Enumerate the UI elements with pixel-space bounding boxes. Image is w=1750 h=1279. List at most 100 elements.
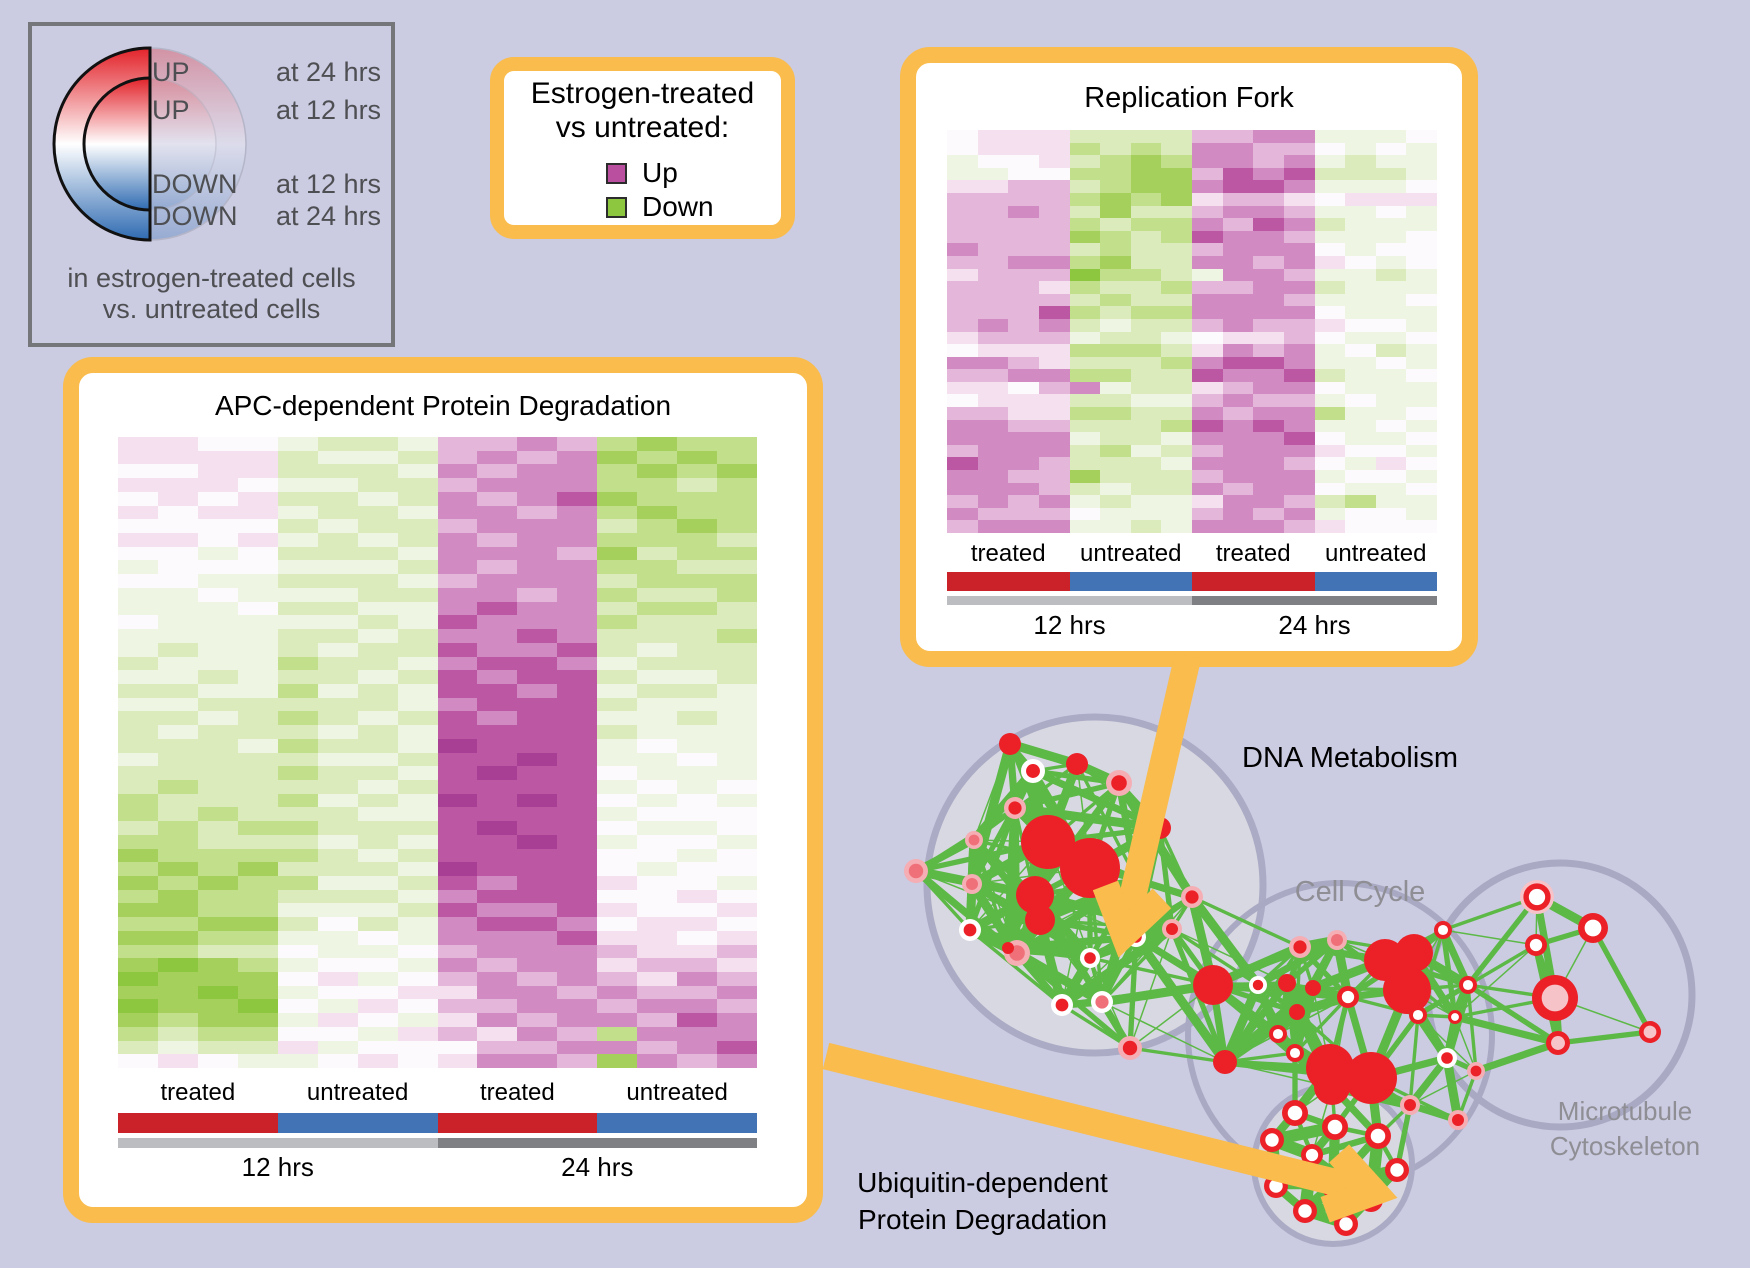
network-edge	[1331, 996, 1349, 1088]
heatmap-cell	[1130, 457, 1162, 471]
heatmap-cell	[437, 862, 478, 876]
heatmap-cell	[1130, 192, 1162, 206]
gene-set-node	[1321, 1174, 1345, 1198]
heatmap-row	[947, 155, 1437, 168]
heatmap-cell	[357, 930, 398, 945]
heatmap-cell	[677, 642, 718, 657]
gene-set-node	[1060, 838, 1120, 898]
heatmap-cell	[437, 1013, 478, 1027]
network-edge	[1294, 1086, 1333, 1114]
heatmap-cell	[1008, 444, 1039, 458]
network-edge	[1211, 942, 1302, 990]
heatmap-cell	[477, 862, 518, 876]
gene-set-node	[904, 859, 928, 883]
heatmap-row	[118, 574, 757, 588]
apc-heatmap-panel: APC-dependent Protein Degradation treate…	[63, 357, 823, 1223]
network-edge	[1454, 1013, 1559, 1047]
heatmap-cell	[977, 432, 1009, 445]
heatmap-cell	[437, 834, 478, 849]
gene-set-node	[1339, 1217, 1353, 1231]
heatmap-cell	[437, 1040, 478, 1055]
network-edge	[1590, 926, 1653, 1034]
network-edge	[1009, 742, 1120, 785]
heatmap-cell	[1406, 293, 1437, 307]
estrogen-legend-title-line2: vs untreated:	[555, 111, 730, 144]
heatmap-cell	[637, 1040, 678, 1055]
gene-set-node	[1055, 998, 1069, 1012]
heatmap-cell	[637, 656, 678, 671]
apc-condition-bars	[118, 1113, 757, 1133]
heatmap-row	[118, 491, 757, 506]
heatmap-cell	[1253, 255, 1284, 269]
heatmap-cell	[1222, 230, 1254, 244]
heatmap-cell	[197, 519, 238, 534]
heatmap-cell	[717, 574, 757, 588]
estrogen-legend-box: Estrogen-treated vs untreated: Up Down	[490, 57, 795, 239]
heatmap-cell	[1253, 381, 1284, 395]
heatmap-cell	[397, 491, 438, 506]
heatmap-cell	[477, 1054, 518, 1069]
network-edge	[970, 881, 1042, 923]
heatmap-cell	[597, 738, 638, 753]
heatmap-cell	[477, 821, 518, 835]
heatmap-cell	[947, 167, 978, 181]
network-edge	[1346, 950, 1416, 1000]
heatmap-cell	[947, 205, 978, 219]
heatmap-cell	[977, 520, 1009, 533]
network-edge	[969, 806, 1018, 886]
heatmap-cell	[1375, 318, 1407, 332]
heatmap-cell	[1345, 230, 1376, 244]
heatmap-cell	[397, 972, 438, 986]
heatmap-cell	[397, 560, 438, 575]
heatmap-cell	[1192, 205, 1223, 219]
heatmap-row	[118, 821, 757, 835]
heatmap-cell	[1100, 306, 1131, 319]
heatmap-cell	[277, 779, 318, 794]
heatmap-row	[118, 848, 757, 863]
heatmap-cell	[437, 1026, 478, 1041]
network-edge	[1532, 944, 1562, 1044]
legend-caption-line1: in estrogen-treated cells	[67, 263, 356, 293]
heatmap-cell	[517, 450, 558, 465]
heatmap-cell	[397, 711, 438, 726]
heatmap-cell	[118, 944, 158, 959]
heatmap-cell	[1283, 470, 1315, 483]
heatmap-cell	[517, 560, 558, 575]
heatmap-cell	[977, 407, 1009, 420]
network-edge	[1329, 1133, 1382, 1189]
network-edge	[1293, 1109, 1337, 1131]
heatmap-cell	[197, 793, 238, 808]
heatmap-cell	[277, 533, 318, 547]
heatmap-cell	[637, 779, 678, 794]
heatmap-cell	[717, 1026, 757, 1041]
heatmap-cell	[1038, 482, 1070, 496]
heatmap-cell	[397, 1013, 438, 1027]
heatmap-cell	[397, 793, 438, 808]
heatmap-cell	[597, 683, 638, 698]
heatmap-cell	[157, 697, 198, 712]
heatmap-cell	[637, 793, 678, 808]
network-edge	[1381, 958, 1422, 1017]
heatmap-cell	[157, 505, 198, 520]
heatmap-cell	[517, 725, 558, 739]
heatmap-cell	[1161, 230, 1192, 244]
network-edge	[1035, 918, 1067, 1007]
network-edge	[1384, 928, 1444, 962]
heatmap-cell	[637, 752, 678, 767]
network-edge	[1170, 896, 1194, 930]
heatmap-cell	[717, 642, 757, 657]
heatmap-cell	[1283, 306, 1315, 319]
heatmap-cell	[1345, 180, 1376, 193]
heatmap-cell	[357, 642, 398, 657]
gene-set-node	[1272, 1028, 1284, 1040]
heatmap-cell	[637, 889, 678, 904]
heatmap-cell	[437, 697, 478, 712]
heatmap-cell	[118, 876, 158, 890]
network-edge	[1014, 807, 1036, 896]
up-label: Up	[642, 157, 678, 188]
heatmap-cell	[1222, 356, 1254, 370]
heatmap-cell	[1008, 306, 1039, 319]
network-edge	[1554, 997, 1651, 1033]
network-edge	[1286, 982, 1314, 989]
heatmap-cell	[1008, 318, 1039, 332]
